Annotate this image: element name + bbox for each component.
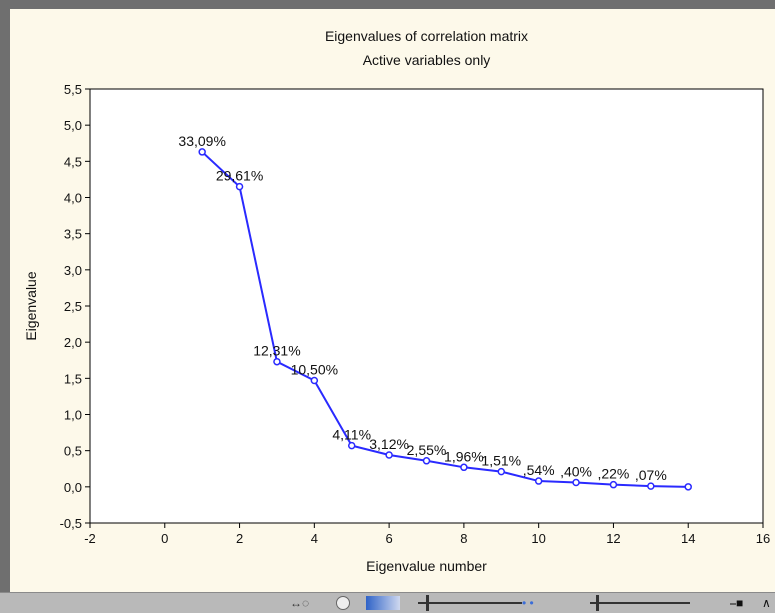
x-tick-label: 4 bbox=[311, 531, 318, 546]
x-tick-label: 10 bbox=[531, 531, 545, 546]
y-tick-label: 5,0 bbox=[64, 118, 82, 133]
key-icon[interactable]: ⎯■ bbox=[730, 596, 744, 610]
data-labels: 33,09%29,61%12,31%10,50%4,11%3,12%2,55%1… bbox=[178, 133, 666, 483]
data-point bbox=[647, 482, 655, 490]
color-swatch-icon[interactable] bbox=[366, 596, 400, 610]
data-point bbox=[347, 441, 356, 450]
data-point bbox=[534, 477, 543, 485]
data-label: ,07% bbox=[635, 467, 667, 483]
chart-title: Eigenvalues of correlation matrix bbox=[325, 28, 528, 44]
y-tick-label: -0,5 bbox=[60, 516, 82, 531]
y-tick-label: 0,0 bbox=[64, 480, 82, 495]
data-label: 12,31% bbox=[253, 343, 300, 359]
x-tick-label: 12 bbox=[606, 531, 620, 546]
y-tick-label: 4,0 bbox=[64, 191, 82, 206]
data-label: 4,11% bbox=[332, 427, 371, 443]
y-tick-label: 0,5 bbox=[64, 444, 82, 459]
data-point bbox=[273, 357, 281, 366]
data-label: 10,50% bbox=[291, 362, 338, 378]
data-point bbox=[235, 182, 244, 191]
data-point bbox=[497, 467, 506, 476]
data-point bbox=[385, 451, 393, 459]
y-tick-label: 1,0 bbox=[64, 408, 82, 423]
data-label: ,54% bbox=[523, 462, 555, 478]
expand-icon[interactable]: ∧ bbox=[762, 596, 771, 610]
pan-icon[interactable]: ↔◌ bbox=[290, 596, 310, 610]
data-label: 2,55% bbox=[407, 442, 447, 458]
data-point bbox=[310, 376, 319, 385]
x-tick-label: 8 bbox=[460, 531, 467, 546]
plot-area bbox=[89, 88, 764, 524]
data-point bbox=[684, 483, 692, 491]
y-axis-label: Eigenvalue bbox=[23, 271, 39, 340]
y-tick-label: 1,5 bbox=[64, 371, 82, 386]
data-label: 1,51% bbox=[481, 453, 521, 469]
chart-subtitle: Active variables only bbox=[363, 52, 491, 68]
y-tick-label: 5,5 bbox=[64, 82, 82, 97]
x-axis-label: Eigenvalue number bbox=[366, 558, 487, 574]
data-point bbox=[422, 457, 431, 465]
x-tick-label: 0 bbox=[161, 531, 168, 546]
data-label: ,40% bbox=[560, 463, 592, 479]
scree-plot: Eigenvalues of correlation matrix Active… bbox=[23, 28, 770, 574]
y-tick-label: 2,5 bbox=[64, 299, 82, 314]
x-tick-label: -2 bbox=[84, 531, 96, 546]
dots-icon[interactable]: • • bbox=[522, 596, 534, 610]
x-axis: -2 0 2 4 6 8 10 12 14 16 bbox=[84, 523, 770, 546]
data-label: 3,12% bbox=[369, 436, 409, 452]
data-point bbox=[460, 463, 468, 472]
window-top-border bbox=[0, 0, 775, 9]
data-points bbox=[198, 148, 692, 491]
y-tick-label: 3,0 bbox=[64, 263, 82, 278]
eigenvalue-line bbox=[201, 151, 689, 488]
x-tick-label: 2 bbox=[236, 531, 243, 546]
zoom-icon[interactable] bbox=[336, 596, 350, 610]
y-axis: -0,5 0,0 0,5 1,0 1,5 2,0 2,5 3,0 3,5 4,0 4,5 5,0 5,5 bbox=[60, 82, 90, 531]
x-tick-label: 6 bbox=[385, 531, 392, 546]
data-point bbox=[572, 478, 580, 487]
data-label: 1,96% bbox=[444, 448, 484, 464]
y-tick-label: 3,5 bbox=[64, 227, 82, 242]
data-label: 33,09% bbox=[178, 133, 225, 149]
slider-1-thumb[interactable] bbox=[426, 595, 429, 611]
y-tick-label: 2,0 bbox=[64, 335, 82, 350]
slider-2-track[interactable] bbox=[590, 602, 690, 604]
graph-toolbar: ↔◌ • • ⎯■ ∧ bbox=[0, 592, 775, 613]
y-tick-label: 4,5 bbox=[64, 154, 82, 169]
data-point bbox=[609, 480, 618, 489]
x-tick-label: 14 bbox=[681, 531, 695, 546]
slider-2-thumb[interactable] bbox=[596, 595, 599, 611]
data-point bbox=[198, 148, 206, 156]
data-label: ,22% bbox=[597, 466, 629, 482]
window-left-border bbox=[0, 0, 10, 612]
slider-1-track[interactable] bbox=[418, 602, 522, 604]
data-label: 29,61% bbox=[216, 168, 263, 184]
chart-canvas: Eigenvalues of correlation matrix Active… bbox=[10, 9, 775, 592]
x-tick-label: 16 bbox=[756, 531, 770, 546]
